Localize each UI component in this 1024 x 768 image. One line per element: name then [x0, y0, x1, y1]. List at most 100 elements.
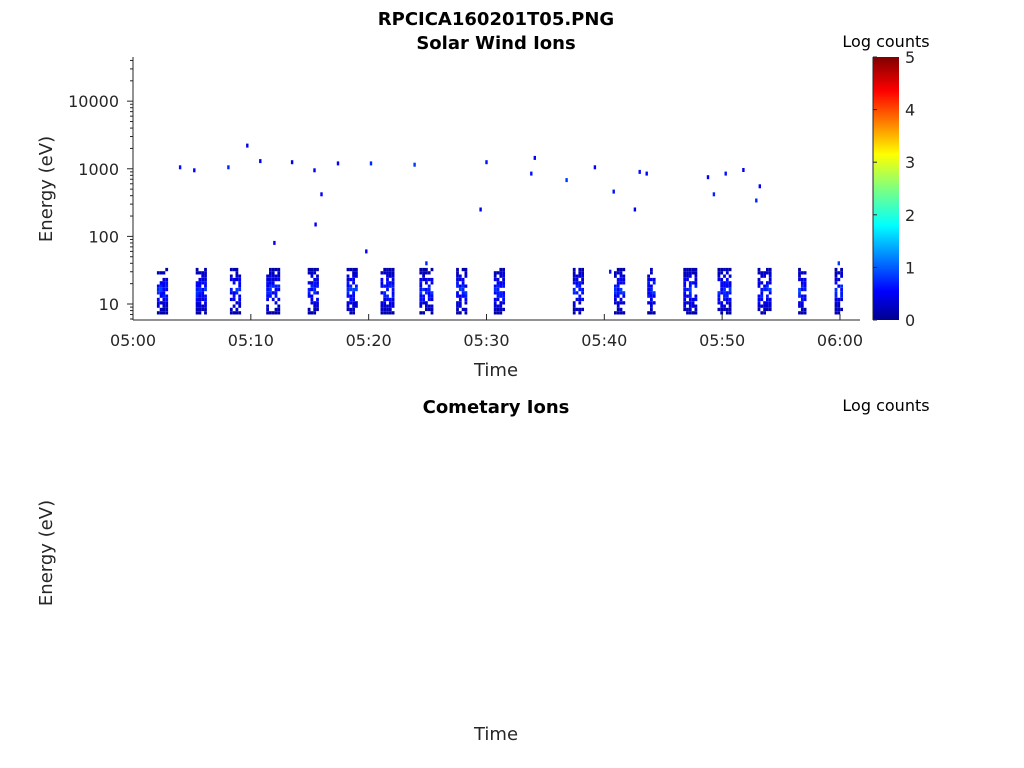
heatmap-cell: [425, 267, 428, 272]
heatmap-cell: [461, 267, 465, 272]
heatmap-cell: [316, 307, 319, 312]
heatmap-cell: [502, 271, 505, 275]
heatmap-cell: [837, 301, 841, 305]
heatmap-cell: [313, 271, 317, 275]
heatmap-cell: [493, 304, 497, 308]
heatmap-cell: [723, 304, 726, 308]
heatmap-cell: [456, 304, 459, 308]
heatmap-cell: [502, 277, 505, 282]
heatmap-cell: [269, 281, 272, 285]
heatmap-cell: [763, 307, 766, 312]
heatmap-cell: [232, 291, 236, 295]
heatmap-cell: [728, 301, 732, 305]
heatmap-cell: [380, 304, 384, 308]
heatmap-cell: [266, 281, 269, 285]
heatmap-cell: [479, 207, 482, 212]
heatmap-cell: [419, 294, 423, 298]
heatmap-cell: [837, 271, 841, 275]
heatmap-cell: [422, 271, 425, 275]
heatmap-cell: [274, 307, 278, 312]
heatmap-cell: [391, 301, 395, 305]
heatmap-cell: [688, 271, 692, 275]
heatmap-cell: [388, 267, 392, 272]
heatmap-cell: [502, 297, 505, 302]
heatmap-cell: [391, 271, 395, 275]
heatmap-cell: [313, 307, 317, 312]
heatmap-cell: [757, 267, 761, 272]
heatmap-cell: [235, 287, 239, 292]
x-tick-label: 06:00: [817, 331, 863, 350]
heatmap-cell: [235, 271, 239, 275]
heatmap-cell: [614, 311, 617, 315]
heatmap-cell: [803, 294, 807, 298]
heatmap-cell: [238, 277, 242, 282]
heatmap-cell: [757, 284, 761, 288]
heatmap-cell: [728, 291, 732, 295]
heatmap-cell: [493, 307, 497, 312]
heatmap-cell: [313, 168, 316, 173]
heatmap-cell: [757, 277, 761, 282]
heatmap-cell: [427, 271, 431, 275]
heatmap-cell: [355, 267, 358, 272]
heatmap-cell: [760, 297, 764, 302]
heatmap-cell: [380, 284, 384, 288]
heatmap-cell: [533, 155, 536, 160]
heatmap-cell: [837, 304, 841, 308]
heatmap-cell: [380, 307, 384, 312]
heatmap-cell: [650, 287, 653, 292]
heatmap-cell: [619, 297, 623, 302]
heatmap-cell: [159, 287, 163, 292]
heatmap-cell: [380, 311, 384, 315]
heatmap-cell: [195, 297, 199, 302]
heatmap-cell: [458, 311, 462, 315]
heatmap-cell: [723, 274, 726, 278]
heatmap-cell: [706, 175, 710, 180]
heatmap-cell: [834, 301, 838, 305]
heatmap-cell: [419, 271, 423, 275]
heatmap-cell: [383, 297, 387, 302]
heatmap-cell: [581, 287, 584, 292]
heatmap-cell: [840, 271, 843, 275]
heatmap-cell: [427, 277, 431, 282]
heatmap-cell: [757, 304, 761, 308]
heatmap-cell: [391, 284, 395, 288]
heatmap-cell: [310, 287, 314, 292]
heatmap-cell: [614, 271, 617, 275]
heatmap-cell: [616, 267, 620, 272]
heatmap-cell: [195, 267, 199, 272]
heatmap-cell: [349, 307, 353, 312]
heatmap-cell: [619, 291, 623, 295]
heatmap-cell: [694, 304, 698, 308]
heatmap-cell: [198, 311, 202, 315]
heatmap-cell: [496, 284, 500, 288]
heatmap-cell: [198, 277, 202, 282]
heatmap-cell: [316, 301, 319, 305]
heatmap-cell: [575, 274, 579, 278]
heatmap-cell: [273, 240, 276, 245]
heatmap-cell: [502, 281, 505, 285]
heatmap-cell: [575, 297, 579, 302]
heatmap-cell: [652, 311, 656, 315]
heatmap-cell: [650, 294, 653, 298]
heatmap-cell: [578, 281, 582, 285]
heatmap-cell: [728, 304, 732, 308]
heatmap-cell: [755, 198, 758, 203]
heatmap-cell: [686, 307, 689, 312]
heatmap-cell: [461, 281, 465, 285]
heatmap-cell: [798, 311, 801, 315]
heatmap-cell: [310, 271, 314, 275]
heatmap-cell: [578, 311, 582, 315]
heatmap-cell: [456, 277, 459, 282]
heatmap-cell: [683, 281, 687, 285]
heatmap-cell: [798, 271, 801, 275]
heatmap-cell: [427, 307, 431, 312]
heatmap-cell: [798, 301, 801, 305]
heatmap-cell: [388, 274, 392, 278]
heatmap-cell: [380, 271, 384, 275]
heatmap-cell: [834, 277, 838, 282]
heatmap-cell: [346, 291, 350, 295]
heatmap-cell: [614, 291, 617, 295]
heatmap-cell: [728, 297, 732, 302]
heatmap-cell: [235, 301, 239, 305]
heatmap-cell: [456, 267, 459, 272]
